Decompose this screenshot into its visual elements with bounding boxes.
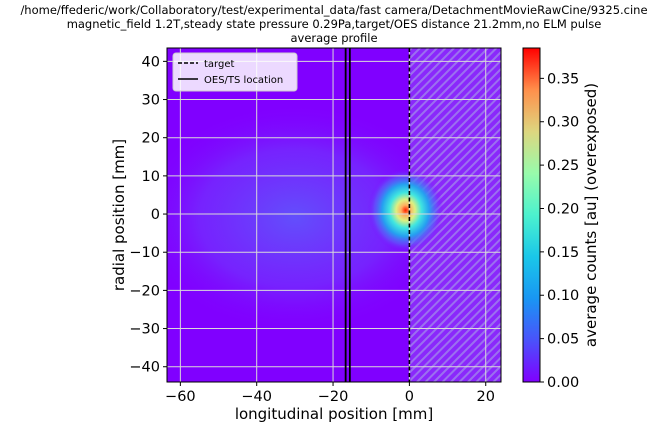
- colorbar: 0.00 0.05 0.10 0.15 0.20 0.25 0.30 0.35 average…: [522, 47, 600, 391]
- chart-title-line-3: average profile: [290, 31, 377, 45]
- y-tick-label: 20: [142, 131, 160, 147]
- colorbar-tick-label: 0.15: [547, 245, 579, 261]
- y-axis-ticks: 40 30 20 10 0 −10 −20 −30 −40: [129, 54, 167, 376]
- colorbar-gradient: [522, 47, 541, 383]
- colorbar-ticks: 0.00 0.05 0.10 0.15 0.20 0.25 0.30 0.35: [540, 71, 579, 391]
- y-tick-label: −20: [129, 283, 160, 299]
- y-tick-label: −40: [129, 360, 160, 376]
- legend-box: [172, 52, 298, 92]
- x-tick-label: −20: [318, 389, 349, 405]
- plot-frame: [166, 47, 502, 383]
- legend-label-oes-ts: OES/TS location: [204, 75, 283, 86]
- x-tick-label: −40: [241, 389, 272, 405]
- y-tick-label: 40: [142, 54, 160, 70]
- y-tick-label: −30: [129, 322, 160, 338]
- y-tick-label: 0: [151, 207, 160, 223]
- colorbar-label: average counts [au] (overexposed): [582, 83, 600, 347]
- y-tick-label: −10: [129, 245, 160, 261]
- colorbar-tick-label: 0.35: [547, 71, 579, 87]
- colorbar-tick-label: 0.30: [547, 115, 579, 131]
- y-tick-label: 10: [142, 169, 160, 185]
- y-axis-label: radial position [mm]: [110, 139, 128, 291]
- x-axis-label: longitudinal position [mm]: [235, 405, 433, 423]
- colorbar-tick-label: 0.00: [547, 375, 579, 391]
- colorbar-tick-label: 0.25: [547, 158, 579, 174]
- heatmap-plot-area: −60 −40 −20 0 20 40 30 20 10 0 −10 −20 −30 −40: [129, 47, 502, 405]
- x-tick-label: 20: [477, 389, 495, 405]
- vertical-markers: [344, 48, 411, 382]
- heatmap-hotspot: [367, 168, 444, 253]
- x-axis-ticks: −60 −40 −20 0 20: [165, 382, 495, 405]
- colorbar-tick-label: 0.05: [547, 332, 579, 348]
- heatmap-diffuse-glow: [167, 102, 455, 333]
- x-tick-label: 0: [405, 389, 414, 405]
- x-tick-label: −60: [165, 389, 196, 405]
- y-tick-label: 30: [142, 93, 160, 109]
- chart-title-line-1: /home/ffederic/work/Collaboratory/test/e…: [20, 3, 647, 17]
- chart-title-line-2: magnetic_field 1.2T,steady state pressur…: [67, 17, 602, 31]
- legend: target OES/TS location: [172, 52, 298, 92]
- colorbar-tick-label: 0.20: [547, 201, 579, 217]
- legend-label-target: target: [204, 59, 234, 70]
- colorbar-tick-label: 0.10: [547, 288, 579, 304]
